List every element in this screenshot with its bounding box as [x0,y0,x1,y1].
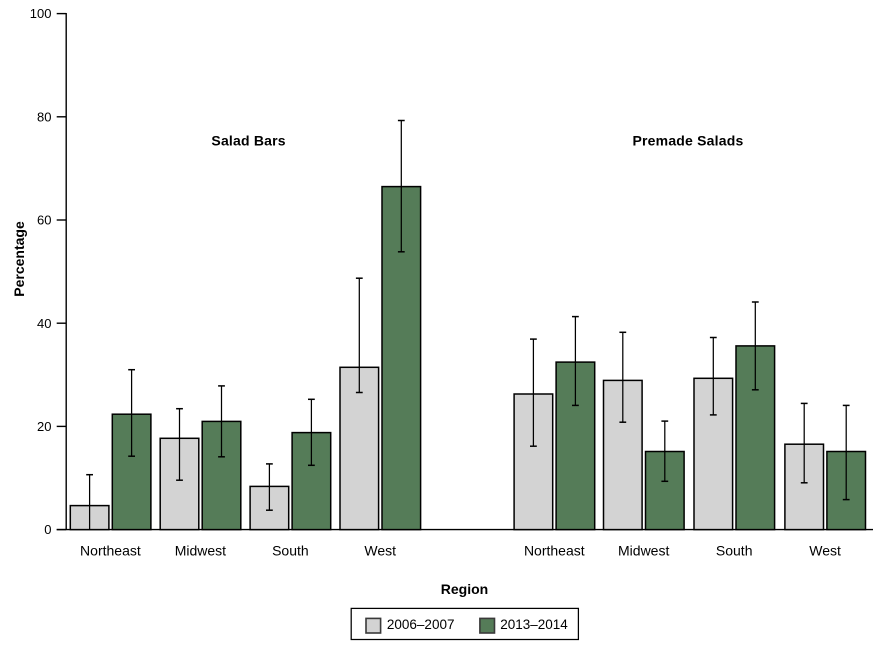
svg-text:40: 40 [37,316,51,331]
svg-text:0: 0 [44,522,51,537]
svg-text:West: West [364,543,396,559]
svg-text:Midwest: Midwest [175,543,226,559]
svg-text:60: 60 [37,213,51,228]
svg-text:Midwest: Midwest [618,543,669,559]
svg-text:Salad Bars: Salad Bars [211,133,285,149]
svg-text:2013–2014: 2013–2014 [500,617,568,632]
svg-text:20: 20 [37,419,51,434]
svg-text:South: South [716,543,753,559]
svg-text:South: South [272,543,309,559]
svg-text:Northeast: Northeast [524,543,585,559]
svg-text:West: West [809,543,841,559]
svg-text:100: 100 [30,6,52,21]
svg-text:Northeast: Northeast [80,543,141,559]
svg-text:Region: Region [441,581,488,597]
svg-text:Percentage: Percentage [11,221,27,297]
svg-text:80: 80 [37,109,51,124]
svg-text:Premade Salads: Premade Salads [633,133,744,149]
svg-text:2006–2007: 2006–2007 [387,617,455,632]
